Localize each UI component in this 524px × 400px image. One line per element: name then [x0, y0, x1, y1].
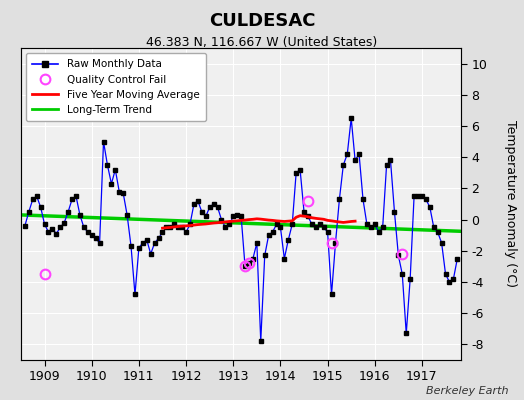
Legend: Raw Monthly Data, Quality Control Fail, Five Year Moving Average, Long-Term Tren: Raw Monthly Data, Quality Control Fail, … [26, 53, 206, 121]
Y-axis label: Temperature Anomaly (°C): Temperature Anomaly (°C) [504, 120, 517, 288]
Text: 46.383 N, 116.667 W (United States): 46.383 N, 116.667 W (United States) [146, 36, 378, 49]
Text: Berkeley Earth: Berkeley Earth [426, 386, 508, 396]
Text: CULDESAC: CULDESAC [209, 12, 315, 30]
